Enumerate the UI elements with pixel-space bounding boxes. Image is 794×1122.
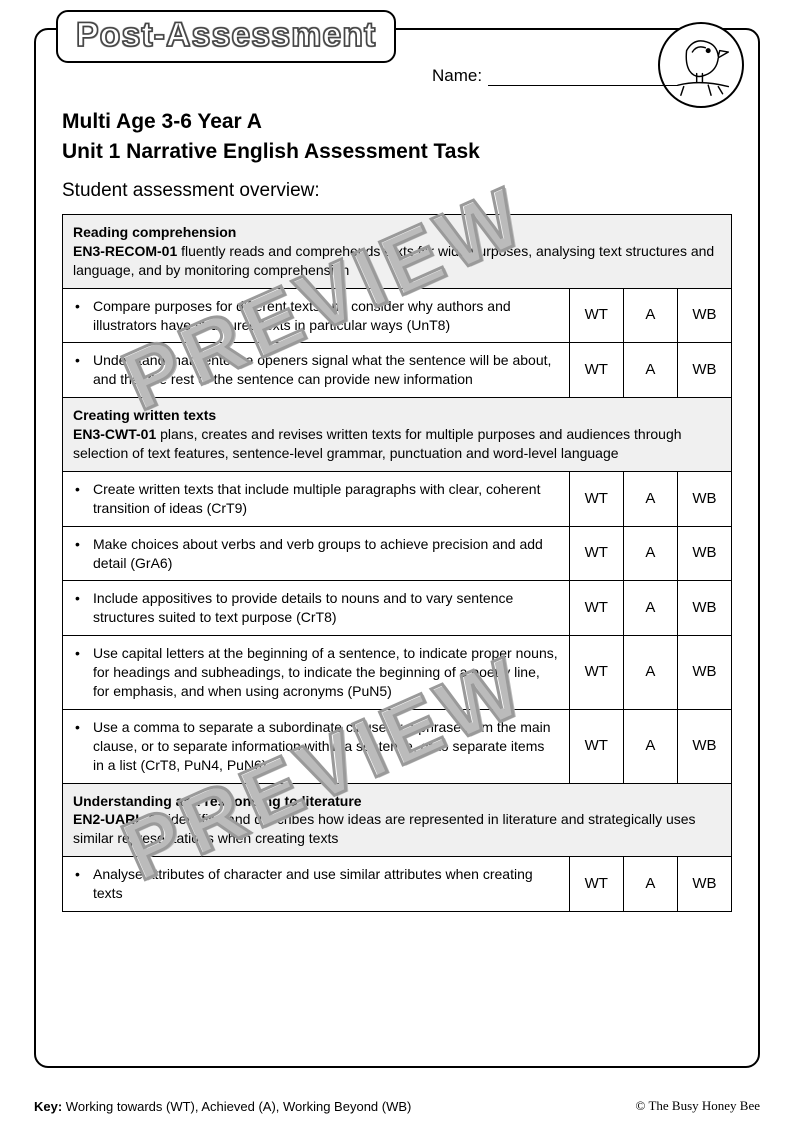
score-a[interactable]: A (623, 857, 677, 912)
content-frame: Post-Assessment Name: Multi Age 3-6 Year… (34, 28, 760, 1068)
score-wb[interactable]: WB (677, 581, 731, 636)
score-wb[interactable]: WB (677, 471, 731, 526)
criterion-cell: Use capital letters at the beginning of … (63, 636, 570, 710)
title-line-1: Multi Age 3-6 Year A (62, 110, 732, 134)
criterion-cell: Include appositives to provide details t… (63, 581, 570, 636)
name-label: Name: (432, 66, 482, 86)
score-wb[interactable]: WB (677, 636, 731, 710)
score-wt[interactable]: WT (569, 636, 623, 710)
score-wt[interactable]: WT (569, 709, 623, 783)
overview-heading: Student assessment overview: (62, 180, 732, 202)
score-wt[interactable]: WT (569, 857, 623, 912)
criterion-cell: Understand that sentence openers signal … (63, 343, 570, 398)
criterion-cell: Compare purposes for different texts and… (63, 288, 570, 343)
page: Post-Assessment Name: Multi Age 3-6 Year… (0, 0, 794, 1122)
criterion-cell: Analyse attributes of character and use … (63, 857, 570, 912)
score-wt[interactable]: WT (569, 581, 623, 636)
section-header: Reading comprehensionEN3-RECOM-01 fluent… (63, 215, 732, 289)
footer-row: Key: Working towards (WT), Achieved (A),… (34, 1098, 760, 1114)
score-a[interactable]: A (623, 581, 677, 636)
copyright: © The Busy Honey Bee (636, 1098, 760, 1114)
section-header: Creating written textsEN3-CWT-01 plans, … (63, 398, 732, 472)
name-input-line[interactable] (488, 68, 678, 86)
score-a[interactable]: A (623, 636, 677, 710)
score-a[interactable]: A (623, 471, 677, 526)
score-wt[interactable]: WT (569, 343, 623, 398)
score-wb[interactable]: WB (677, 709, 731, 783)
score-wb[interactable]: WB (677, 857, 731, 912)
criterion-cell: Use a comma to separate a subordinate cl… (63, 709, 570, 783)
score-wb[interactable]: WB (677, 343, 731, 398)
title-line-2: Unit 1 Narrative English Assessment Task (62, 140, 732, 164)
score-a[interactable]: A (623, 526, 677, 581)
score-wt[interactable]: WT (569, 288, 623, 343)
score-wb[interactable]: WB (677, 526, 731, 581)
name-field: Name: (432, 66, 678, 86)
criterion-cell: Create written texts that include multip… (63, 471, 570, 526)
key-legend: Key: Working towards (WT), Achieved (A),… (34, 1099, 411, 1114)
kookaburra-icon (658, 22, 744, 108)
score-wb[interactable]: WB (677, 288, 731, 343)
score-a[interactable]: A (623, 288, 677, 343)
rubric-table: Reading comprehensionEN3-RECOM-01 fluent… (62, 214, 732, 912)
score-a[interactable]: A (623, 709, 677, 783)
section-header: Understanding and responding to literatu… (63, 783, 732, 857)
score-wt[interactable]: WT (569, 471, 623, 526)
title-block: Multi Age 3-6 Year A Unit 1 Narrative En… (62, 110, 732, 202)
score-a[interactable]: A (623, 343, 677, 398)
post-assessment-badge: Post-Assessment (56, 10, 396, 63)
criterion-cell: Make choices about verbs and verb groups… (63, 526, 570, 581)
score-wt[interactable]: WT (569, 526, 623, 581)
